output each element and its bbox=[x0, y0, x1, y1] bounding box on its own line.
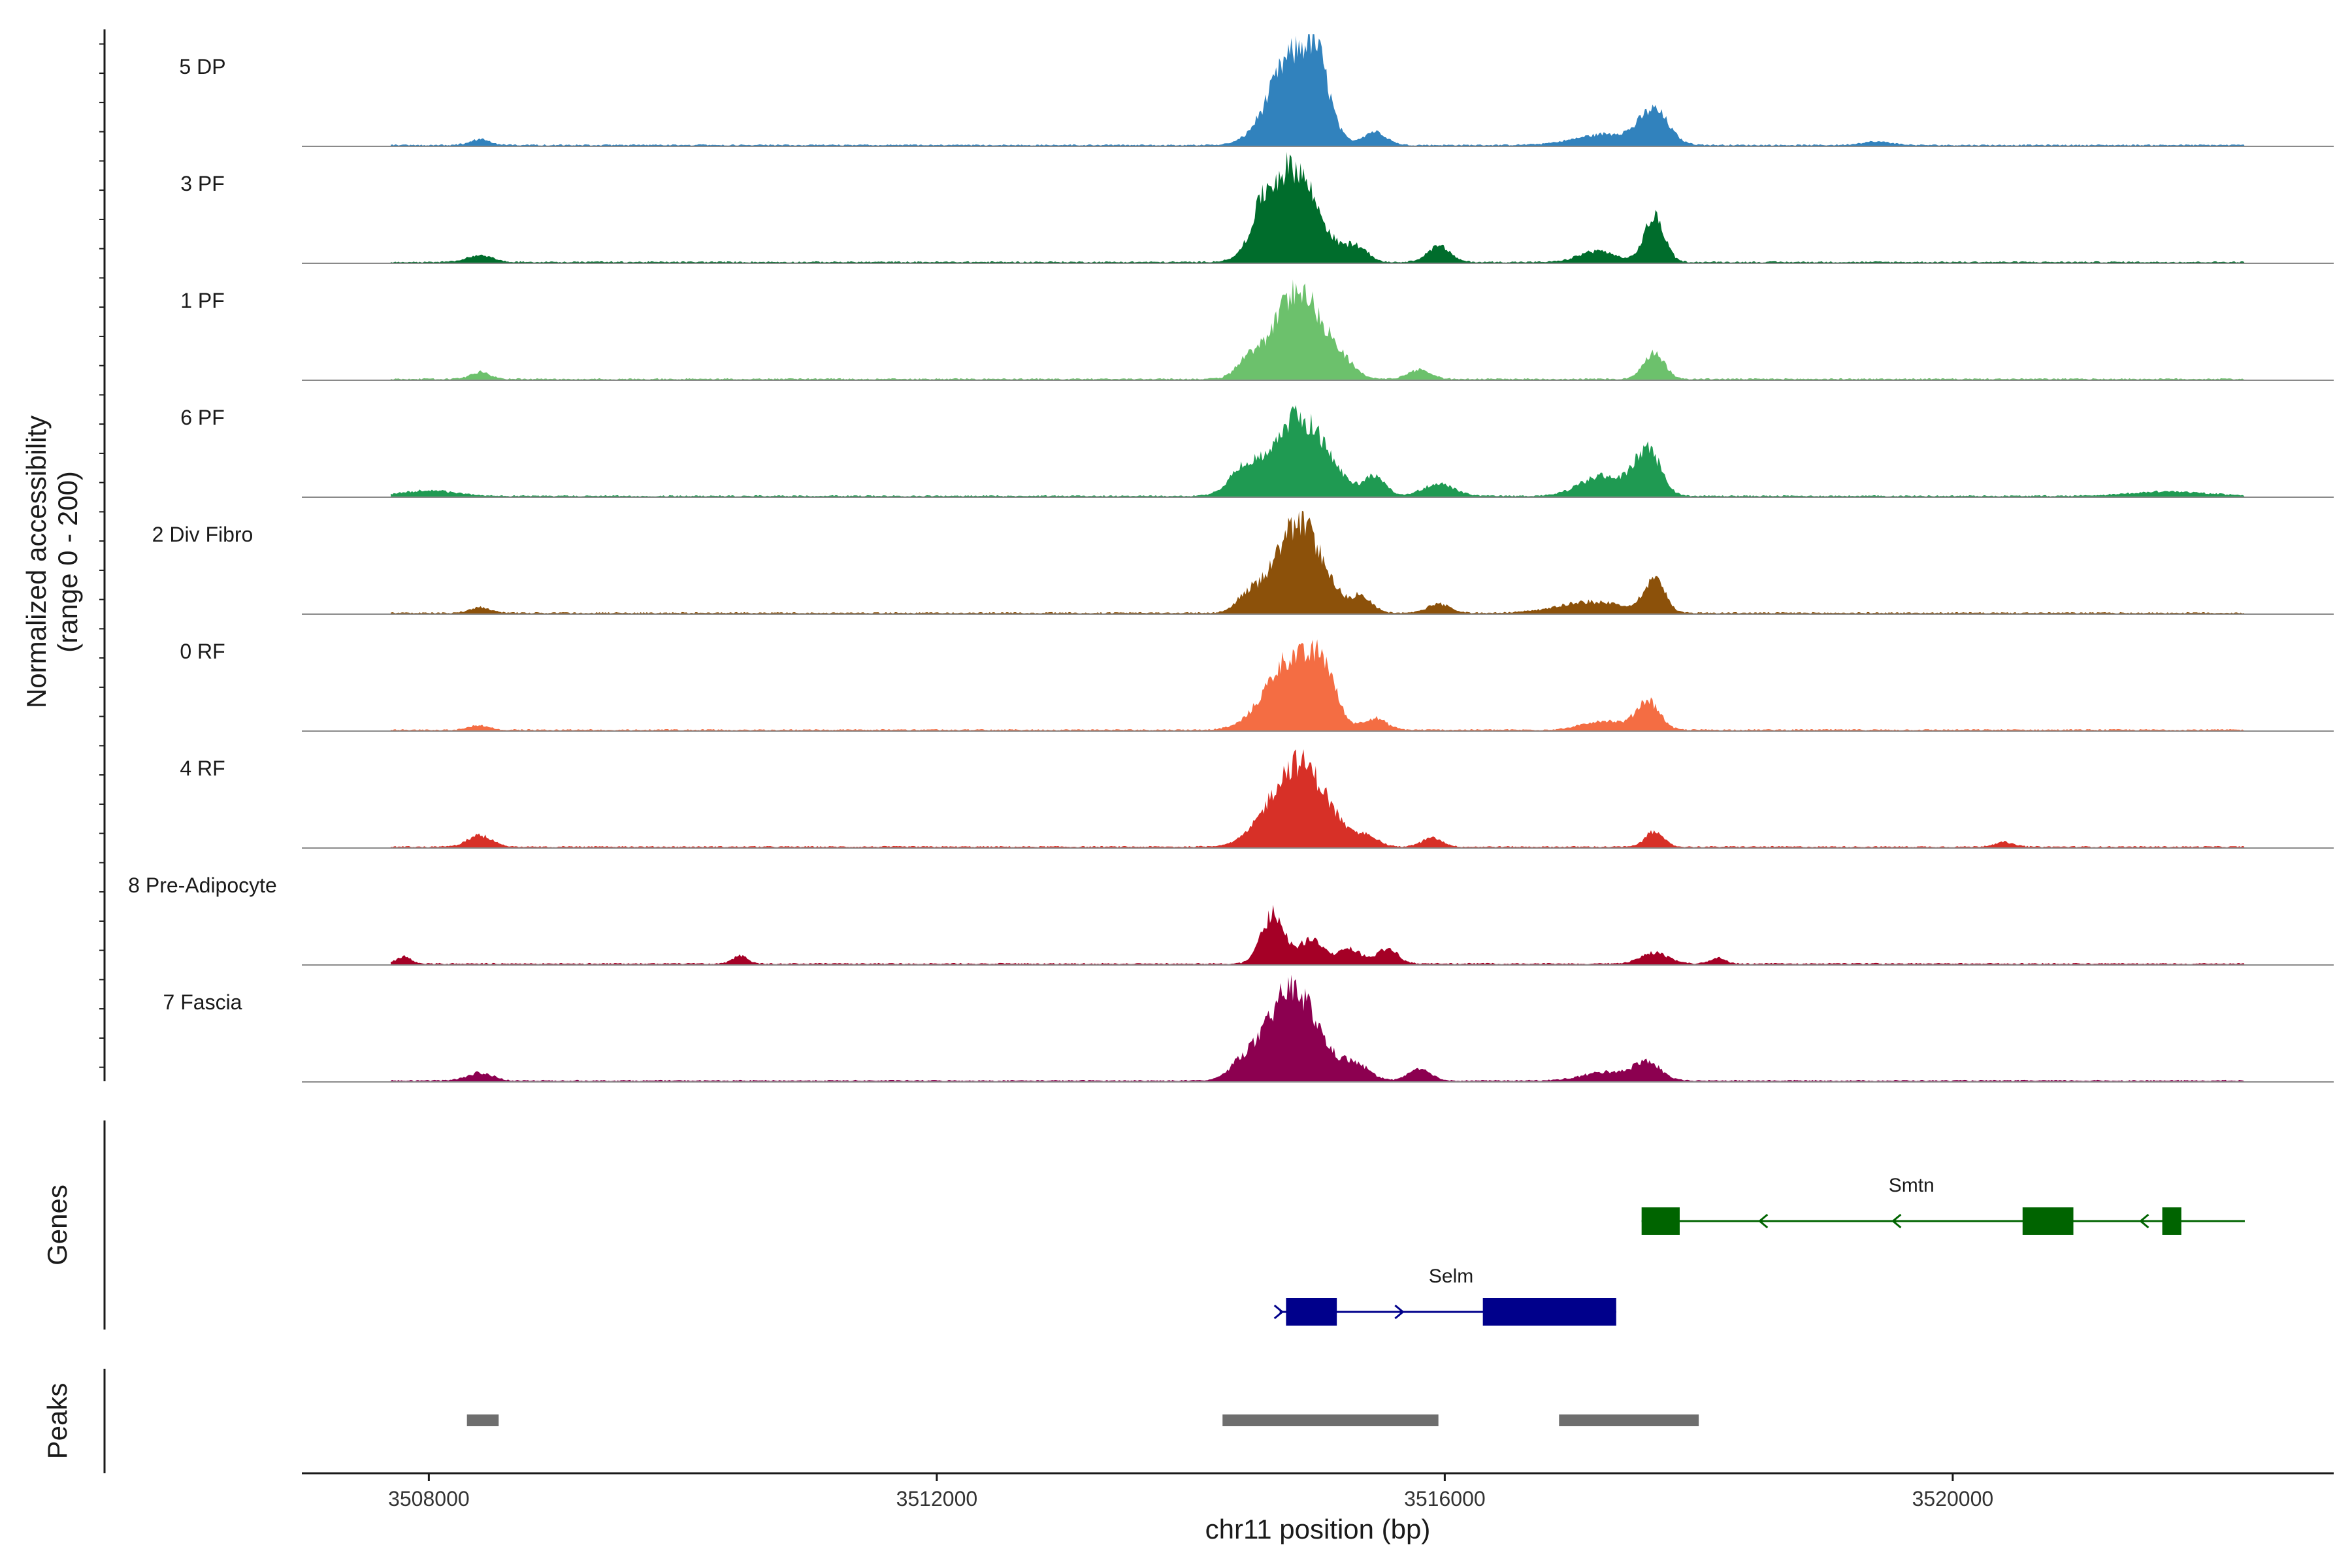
coverage-area bbox=[391, 905, 2245, 965]
track-8: 8 Pre-Adipocyte bbox=[128, 874, 2334, 966]
genes-panel: Genes Smtn Selm bbox=[42, 1120, 2245, 1330]
genes-panel-title: Genes bbox=[42, 1184, 73, 1266]
gene-exon bbox=[1482, 1298, 1616, 1326]
coverage-area bbox=[391, 749, 2245, 848]
track-2: 3 PF bbox=[180, 152, 2334, 264]
track-5: 2 Div Fibro bbox=[152, 510, 2334, 615]
gene-exon bbox=[2162, 1207, 2181, 1235]
track-6: 0 RF bbox=[180, 639, 2334, 732]
coverage-area bbox=[391, 279, 2245, 380]
x-tick-label: 3520000 bbox=[1912, 1487, 1994, 1511]
track-label: 8 Pre-Adipocyte bbox=[128, 874, 277, 897]
coverage-area bbox=[391, 639, 2245, 731]
x-axis-title: chr11 position (bp) bbox=[1205, 1514, 1431, 1544]
strand-arrow bbox=[1757, 1213, 1769, 1229]
track-9: 7 Fascia bbox=[163, 974, 2334, 1083]
gene-exon bbox=[2022, 1207, 2074, 1235]
coverage-y-axis: Normalized accessibility (range 0 - 200) bbox=[21, 29, 106, 1081]
peak-region bbox=[1559, 1414, 1699, 1426]
gene-exon bbox=[1641, 1207, 1680, 1235]
gene-smtn: Smtn bbox=[1641, 1175, 2245, 1235]
gene-label: Smtn bbox=[1889, 1175, 1935, 1196]
x-tick-label: 3508000 bbox=[388, 1487, 470, 1511]
track-label: 6 PF bbox=[180, 406, 225, 429]
x-axis-ticks: 3508000 3512000 3516000 3520000 bbox=[388, 1473, 1993, 1511]
strand-arrow bbox=[2139, 1213, 2149, 1229]
track-label: 1 PF bbox=[180, 289, 225, 312]
peaks-panel-title: Peaks bbox=[42, 1383, 73, 1460]
coverage-tracks: 5 DP 3 PF 1 PF 6 PF 2 Div Fibro 0 RF 4 RF 8 Pre… bbox=[128, 34, 2334, 1083]
coverage-y-ticks bbox=[99, 43, 105, 1068]
strand-arrow bbox=[1273, 1304, 1284, 1320]
track-1: 5 DP bbox=[179, 34, 2334, 147]
track-label: 2 Div Fibro bbox=[152, 523, 253, 546]
track-label: 3 PF bbox=[180, 172, 225, 195]
track-label: 0 RF bbox=[180, 640, 225, 663]
track-4: 6 PF bbox=[180, 405, 2334, 498]
x-tick-label: 3516000 bbox=[1404, 1487, 1486, 1511]
track-7: 4 RF bbox=[180, 749, 2334, 849]
coverage-area bbox=[391, 510, 2245, 614]
peak-region bbox=[1222, 1414, 1439, 1426]
coverage-area bbox=[391, 974, 2245, 1082]
x-axis: 3508000 3512000 3516000 3520000 chr11 posit… bbox=[302, 1472, 2334, 1544]
gene-label: Selm bbox=[1429, 1266, 1473, 1287]
track-label: 4 RF bbox=[180, 757, 225, 780]
peak-regions bbox=[466, 1414, 1699, 1426]
gene-exon bbox=[1286, 1298, 1337, 1326]
coverage-area bbox=[391, 34, 2245, 147]
track-3: 1 PF bbox=[180, 279, 2334, 381]
x-tick-label: 3512000 bbox=[896, 1487, 978, 1511]
gene-models: Smtn Selm bbox=[1273, 1175, 2245, 1326]
coverage-area bbox=[391, 152, 2245, 263]
coverage-area bbox=[391, 405, 2245, 497]
peak-region bbox=[466, 1414, 499, 1426]
y-axis-title: Normalized accessibility bbox=[21, 416, 52, 708]
strand-arrow bbox=[1891, 1213, 1902, 1229]
strand-arrow bbox=[1394, 1304, 1405, 1320]
gene-selm: Selm bbox=[1273, 1266, 1616, 1326]
track-label: 7 Fascia bbox=[163, 990, 242, 1014]
track-label: 5 DP bbox=[179, 55, 225, 78]
y-axis-subtitle: (range 0 - 200) bbox=[52, 471, 83, 653]
peaks-panel: Peaks bbox=[42, 1369, 1699, 1473]
